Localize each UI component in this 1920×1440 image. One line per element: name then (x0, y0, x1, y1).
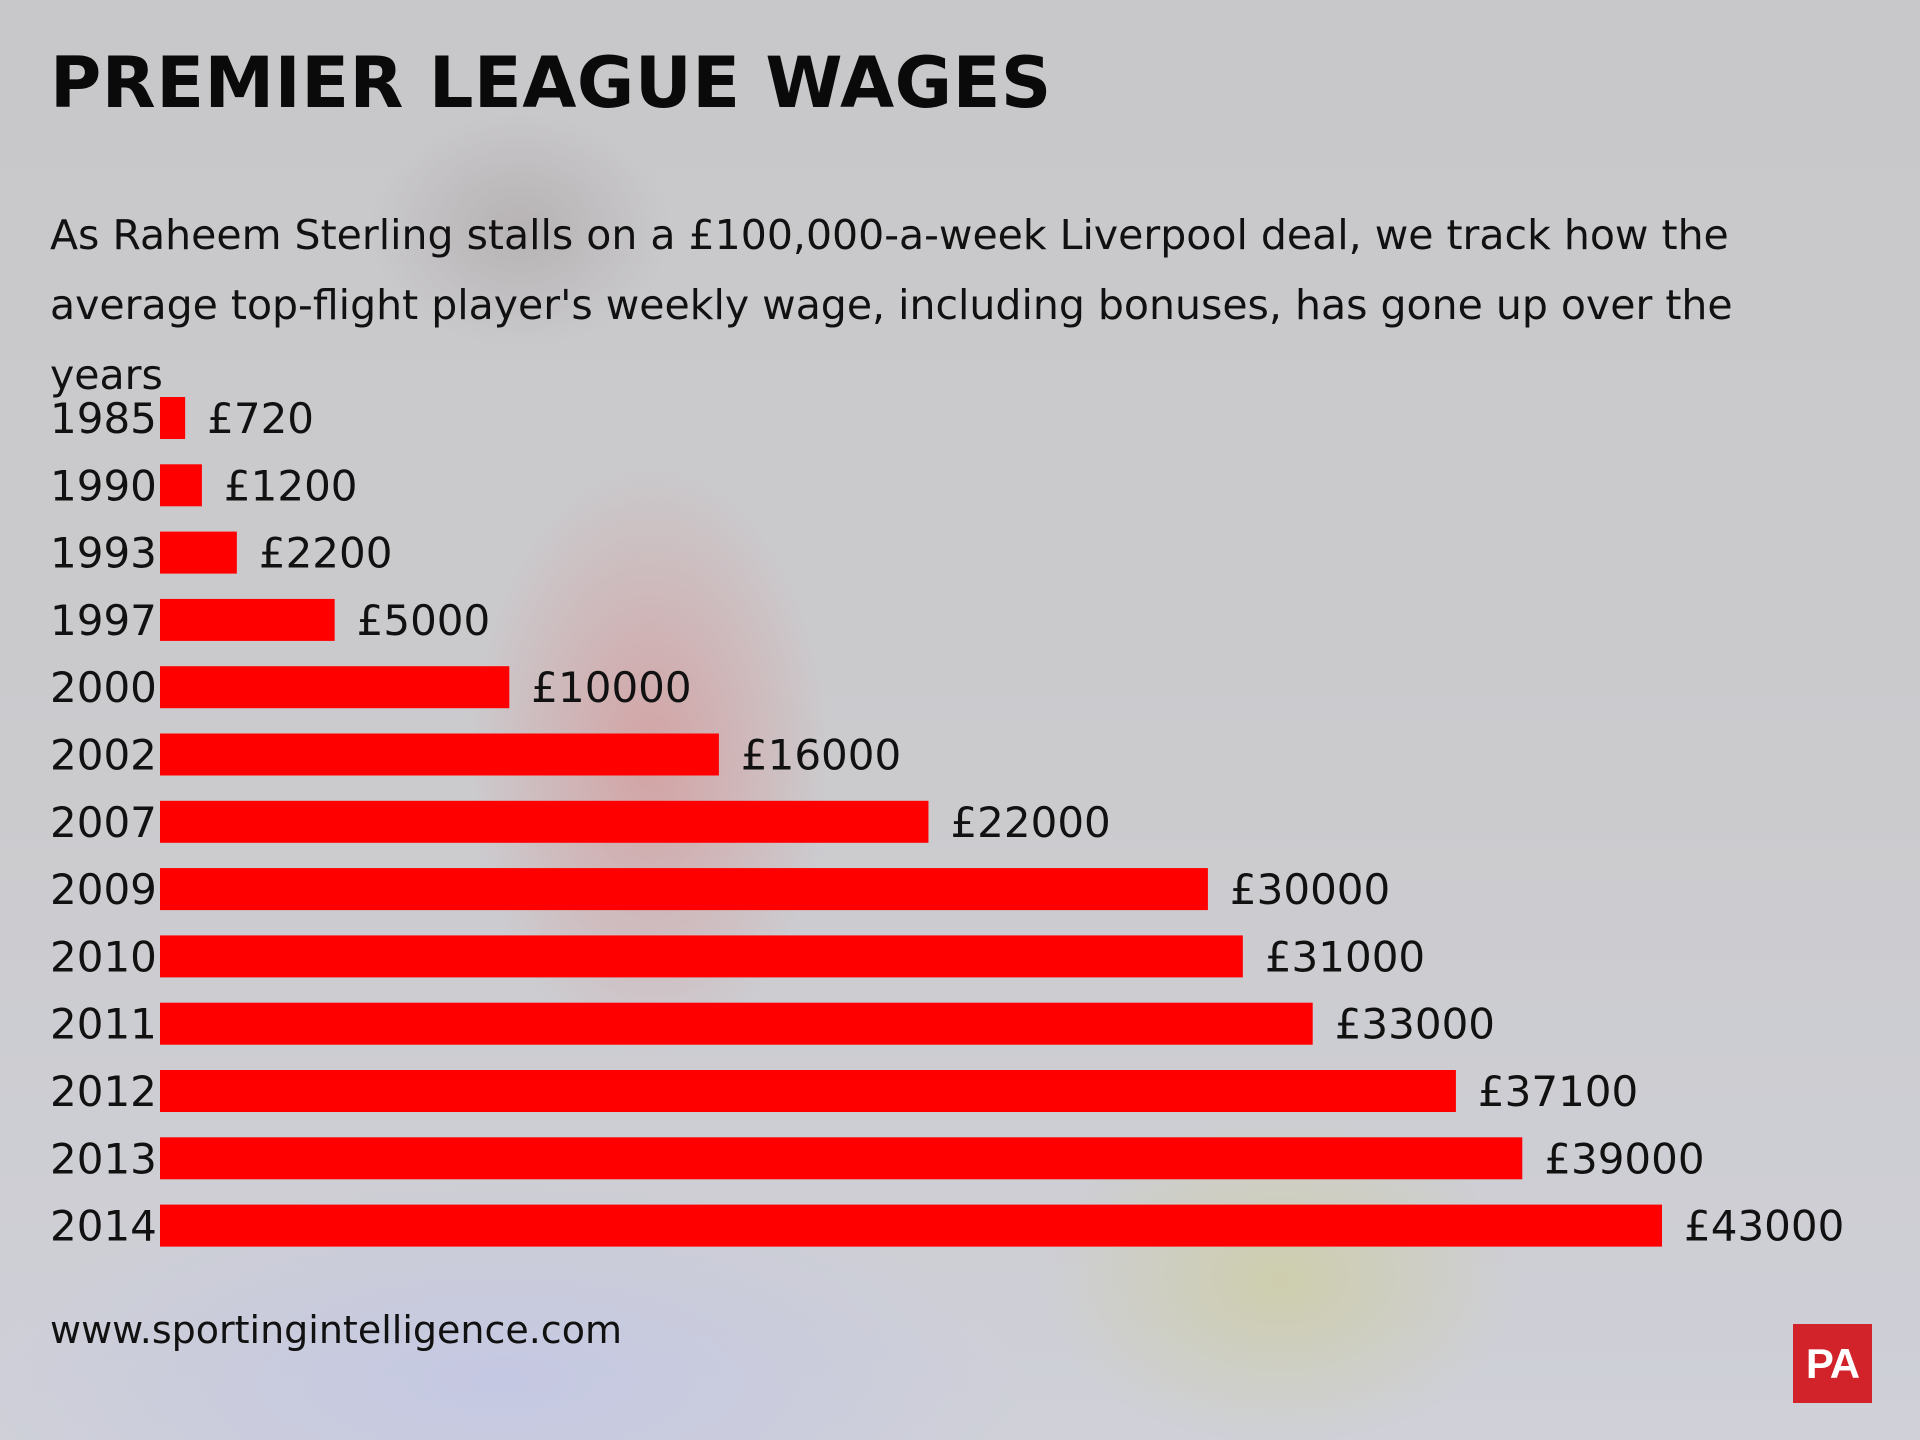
bar-2009 (160, 868, 1208, 911)
bar-2010 (160, 935, 1243, 978)
year-label: 1990 (50, 461, 157, 510)
year-label: 2014 (50, 1202, 157, 1251)
value-label-2012: £37100 (1478, 1067, 1638, 1116)
value-label-2009: £30000 (1230, 865, 1390, 914)
year-label: 2012 (50, 1067, 157, 1116)
bar-2007 (160, 800, 929, 843)
source-credit: www.sportingintelligence.com (50, 1308, 622, 1352)
value-label-1985: £720 (207, 394, 314, 443)
bar-1985 (160, 397, 186, 439)
value-label-2010: £31000 (1265, 932, 1425, 981)
year-label: 2011 (50, 1000, 157, 1049)
bar-2014 (160, 1204, 1662, 1247)
value-label-1990: £1200 (224, 461, 358, 510)
value-label-2002: £16000 (741, 731, 901, 780)
year-label: 1993 (50, 529, 157, 578)
year-label: 2007 (50, 798, 157, 847)
bar-1997 (160, 598, 335, 641)
bar-chart: 1985 £720 1990 £1200 1993 £2200 1997 £5000 2000 £… (50, 394, 1844, 1251)
value-label-2011: £33000 (1335, 1000, 1495, 1049)
value-label-2000: £10000 (531, 663, 691, 712)
year-label: 2009 (50, 865, 157, 914)
year-label: 1985 (50, 394, 157, 443)
value-label-2007: £22000 (950, 798, 1110, 847)
bar-2012 (160, 1070, 1456, 1112)
bar-1990 (160, 464, 202, 507)
bar-2011 (160, 1002, 1313, 1045)
year-label: 2010 (50, 932, 157, 981)
value-label-1997: £5000 (357, 596, 491, 645)
chart-subtitle: As Raheem Sterling stalls on a £100,000-… (50, 211, 1733, 399)
chart-title: PREMIER LEAGUE WAGES (50, 42, 1052, 124)
year-label: 2000 (50, 663, 157, 712)
bar-2002 (160, 733, 719, 776)
year-label: 2002 (50, 731, 157, 780)
value-label-2013: £39000 (1544, 1134, 1704, 1183)
bar-2013 (160, 1137, 1523, 1180)
bar-1993 (160, 531, 237, 574)
value-label-1993: £2200 (259, 529, 393, 578)
year-label: 2013 (50, 1134, 157, 1183)
bar-2000 (160, 666, 510, 709)
value-label-2014: £43000 (1684, 1202, 1844, 1251)
year-label: 1997 (50, 596, 157, 645)
pa-logo: PA (1793, 1324, 1872, 1403)
